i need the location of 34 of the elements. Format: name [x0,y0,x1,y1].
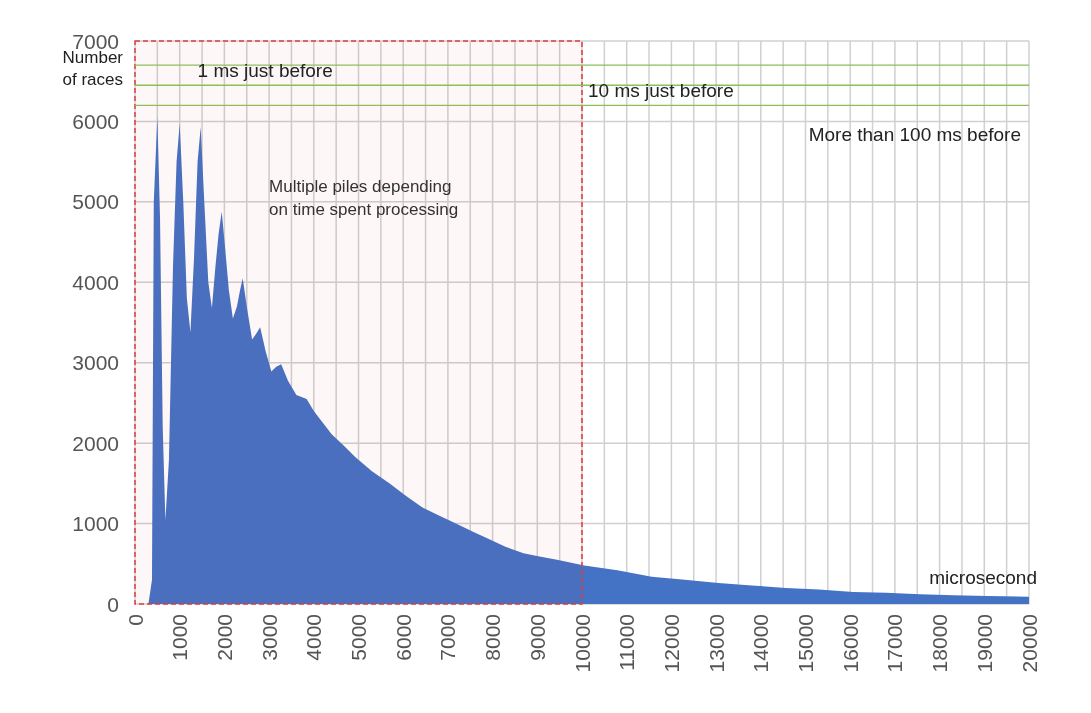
y-tick-label: 4000 [72,270,119,294]
x-tick-label: 1000 [168,614,192,661]
y-tick-label: 6000 [72,109,119,133]
ref-line-label: 1 ms just before [197,60,333,82]
annotation: Multiple piles depending on time spent processing [269,176,459,219]
x-tick-label: 14000 [749,614,773,673]
y-tick-label: 0 [107,592,119,616]
x-tick-label: 9000 [525,614,549,661]
x-tick-label: 3000 [257,614,281,661]
x-tick-label: 4000 [302,614,326,661]
ref-line-label: More than 100 ms before [808,124,1021,146]
x-tick-label: 8000 [481,614,505,661]
x-tick-label: 5000 [347,614,370,661]
ref-line-label: 10 ms just before [588,80,734,102]
x-tick-label: 6000 [391,614,415,661]
y-tick-label: 3000 [72,351,119,375]
x-tick-label: 19000 [972,614,996,673]
x-tick-label: 0 [123,614,147,626]
x-tick-label: 7000 [436,614,460,661]
x-axis-title: microsecond [929,567,1037,588]
x-tick-label: 11000 [615,614,639,671]
y-tick-label: 5000 [72,190,119,214]
y-axis-title: Number of races [62,48,124,89]
x-tick-label: 20000 [1017,614,1041,673]
y-tick-label: 2000 [72,431,119,455]
x-tick-label: 12000 [659,614,683,673]
x-tick-label: 18000 [928,614,952,673]
x-tick-label: 13000 [704,614,728,673]
y-tick-label: 1000 [72,512,119,536]
x-tick-label: 17000 [883,614,907,673]
x-tick-label: 16000 [838,614,862,673]
x-tick-label: 10000 [570,614,594,673]
x-tick-label: 2000 [212,614,236,661]
x-tick-label: 15000 [794,614,817,673]
